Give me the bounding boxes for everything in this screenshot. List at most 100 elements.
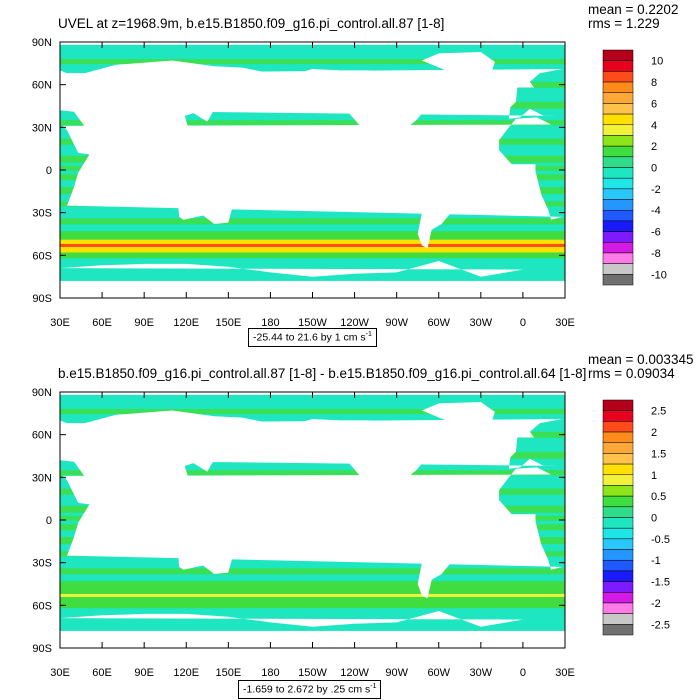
australia-land (177, 185, 233, 224)
europe-west-land (60, 419, 563, 469)
top-panel: UVEL at z=1968.9m, b.e15.B1850.f09_g16.p… (32, 2, 678, 347)
lat-tick-label: 90S (32, 293, 52, 305)
madagascar-land (79, 537, 89, 556)
colorbar-label: 1.5 (651, 448, 666, 460)
colorbar-swatch (602, 399, 634, 411)
colorbar-swatch (602, 220, 634, 232)
current-band (60, 568, 565, 575)
colorbar-label: -6 (651, 227, 661, 239)
colorbar-label: 0 (651, 513, 657, 525)
lat-tick-label: 60N (32, 430, 52, 442)
south-america-land (409, 502, 474, 599)
colorbar-swatch (602, 177, 634, 190)
lon-tick-label: 60E (92, 317, 112, 329)
mean-label: mean = 0.003345 (588, 352, 694, 367)
colorbar-label: 0 (651, 163, 657, 175)
colorbar-label: 8 (651, 77, 657, 89)
colorbar-swatch (602, 559, 634, 572)
contour-range-unit-exponent: -1 (370, 683, 377, 690)
lon-tick-label: 120W (340, 317, 369, 329)
colorbar-label: 2 (651, 141, 657, 153)
colorbar-label: -10 (651, 269, 667, 281)
lon-tick-label: 30W (470, 317, 493, 329)
colorbar-swatch (602, 81, 634, 93)
colorbar-label: 10 (651, 56, 663, 68)
colorbar-swatch (602, 527, 634, 540)
colorbar-label: -8 (651, 248, 661, 260)
lon-tick-label: 30E (50, 667, 70, 679)
colorbar-label: 4 (651, 120, 657, 132)
colorbar-swatch (602, 274, 634, 286)
contour-range-unit-exponent: -1 (365, 331, 372, 338)
colorbar-label: 0.5 (651, 491, 666, 503)
bottom-panel: b.e15.B1850.f09_g16.pi_control.all.87 [1… (0, 350, 700, 700)
colorbar-label: -1 (651, 555, 661, 567)
lon-tick-label: 150W (298, 667, 327, 679)
north-america-land (287, 419, 445, 509)
colorbar-swatch (602, 242, 634, 254)
lon-tick-label: 30E (555, 667, 575, 679)
contour-range-box: -1.659 to 2.672 by .25 cm s-1 (238, 680, 382, 699)
colorbar-swatch (602, 581, 634, 593)
colorbar-swatch (602, 485, 634, 497)
lat-tick-label: 0 (46, 515, 52, 527)
colorbar-swatch (602, 209, 634, 222)
colorbar-swatch (602, 113, 634, 126)
lat-tick-label: 60N (32, 80, 52, 92)
lat-tick-label: 30N (32, 472, 52, 484)
lat-tick-label: 0 (46, 165, 52, 177)
colorbar-swatch (602, 442, 634, 454)
australia-land (177, 535, 233, 574)
lat-tick-label: 90S (32, 643, 52, 655)
lon-tick-label: 90W (385, 317, 408, 329)
southeast-asia-land (151, 162, 187, 182)
contour-range-box: -25.44 to 21.6 by 1 cm s-1 (248, 328, 377, 347)
lon-tick-label: 180 (261, 667, 279, 679)
colorbar-swatch (602, 60, 634, 72)
current-band (60, 470, 565, 476)
colorbar-swatch (602, 92, 634, 104)
colorbar-swatch (602, 252, 634, 264)
colorbar-label: -2 (651, 184, 661, 196)
current-band (60, 59, 565, 65)
lon-tick-label: 60W (427, 317, 450, 329)
lat-tick-label: 60S (32, 250, 52, 262)
colorbar-swatch (602, 495, 634, 508)
colorbar-swatch (602, 49, 634, 61)
lon-tick-label: 60W (427, 667, 450, 679)
map-title: UVEL at z=1968.9m, b.e15.B1850.f09_g16.p… (58, 16, 445, 31)
lat-tick-label: 90N (32, 387, 52, 399)
colorbar-label: -2 (651, 598, 661, 610)
current-band (60, 409, 565, 415)
lat-tick-label: 30S (32, 208, 52, 220)
colorbar-swatch (602, 570, 634, 582)
colorbar-swatch (602, 124, 634, 136)
colorbar-swatch (602, 463, 634, 476)
colorbar-swatch (602, 71, 634, 83)
ocean-map: 90N 60N 30N 0 30S 60S 90S 30E 60E 90E 120E 150E 180 1… (32, 387, 670, 679)
colorbar-swatch (602, 231, 634, 243)
lon-tick-label: 120E (173, 317, 199, 329)
lat-tick-label: 60S (32, 600, 52, 612)
lon-tick-label: 150E (215, 317, 241, 329)
madagascar-land (79, 187, 89, 206)
greenland-land (421, 52, 495, 85)
lon-tick-label: 120W (340, 667, 369, 679)
colorbar-swatch (602, 613, 634, 625)
lon-tick-label: 150E (215, 667, 241, 679)
lon-tick-label: 120E (173, 667, 199, 679)
colorbar-swatch (602, 431, 634, 443)
lon-tick-label: 60E (92, 667, 112, 679)
colorbar-label: 1 (651, 470, 657, 482)
colorbar-label: -2.5 (651, 619, 670, 631)
lon-tick-label: 30E (50, 317, 70, 329)
colorbar-label: 6 (651, 98, 657, 110)
colorbar-swatch (602, 474, 634, 486)
lat-tick-label: 30N (32, 122, 52, 134)
lat-tick-label: 90N (32, 37, 52, 49)
colorbar-swatch (602, 135, 634, 147)
colorbar-swatch (602, 421, 634, 433)
colorbar-label: -1.5 (651, 577, 670, 589)
colorbar-swatch (602, 199, 634, 211)
colorbar-swatch (602, 167, 634, 179)
